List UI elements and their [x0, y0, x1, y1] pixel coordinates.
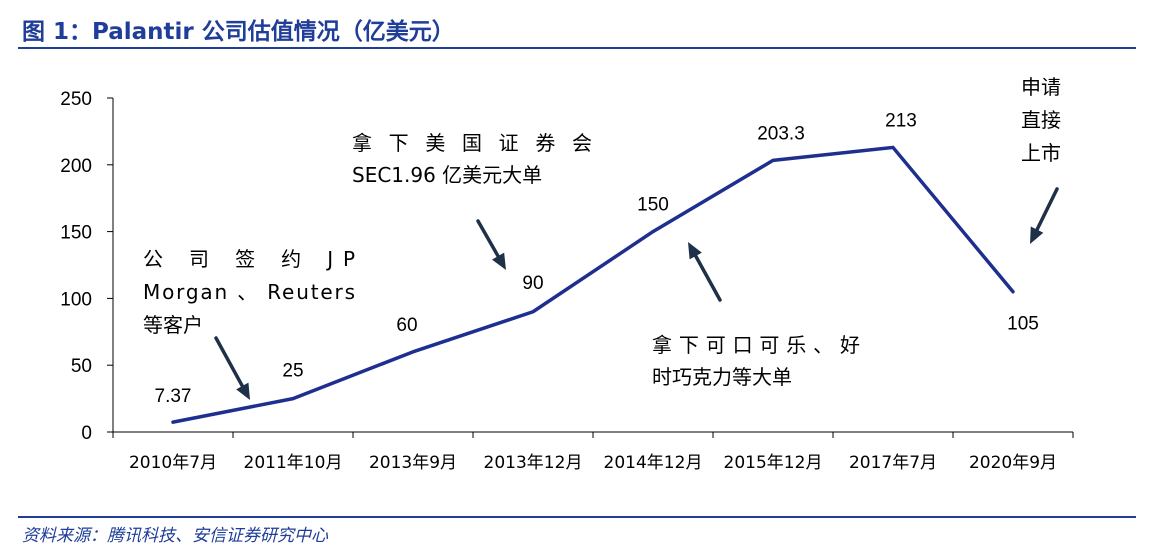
data-label: 150: [637, 195, 669, 216]
x-axis-ticks: 2010年7月 2011年10月 2013年9月 2013年12月 2014年12月 20…: [112, 432, 1074, 473]
annotation-line: 拿 下 美 国 证 券 会: [352, 131, 592, 155]
annotation-arrow: [688, 242, 722, 302]
data-label: 25: [282, 361, 303, 382]
data-label: 60: [396, 315, 417, 336]
y-tick-label: 100: [60, 289, 92, 310]
annotation-arrow: [476, 219, 506, 270]
title-divider: [18, 47, 1136, 49]
figure-source: 资料来源：腾讯科技、安信证券研究中心: [22, 526, 328, 546]
annotation-line: 拿下可口可乐、好: [652, 333, 860, 357]
annotation-note: 拿 下 美 国 证 券 会 SEC1.96 亿美元大单: [352, 131, 592, 187]
annotation-arrow: [1030, 187, 1059, 244]
y-tick-label: 200: [60, 156, 92, 177]
data-label: 90: [522, 273, 543, 294]
x-tick-label: 2020年9月: [969, 453, 1057, 473]
figure-title: 图 1：Palantir 公司估值情况（亿美元）: [22, 19, 455, 45]
data-label: 105: [1007, 314, 1039, 335]
x-tick-label: 2011年10月: [244, 453, 343, 473]
annotation-line: 申请: [1021, 75, 1061, 99]
annotation-line: 时巧克力等大单: [652, 365, 792, 389]
annotation-line: 公 司 签 约 JP: [143, 247, 355, 271]
y-tick-label: 0: [81, 423, 92, 444]
chart-axes: [112, 98, 1073, 433]
annotation-arrow: [214, 336, 250, 400]
x-tick-label: 2017年7月: [849, 453, 937, 473]
x-tick-label: 2014年12月: [604, 453, 703, 473]
annotation-line: 直接: [1021, 108, 1061, 132]
source-divider: [18, 516, 1136, 518]
x-tick-label: 2013年12月: [484, 453, 583, 473]
annotation-line: 等客户: [143, 313, 203, 337]
data-labels: 7.37 25 60 90 150 203.3 213 105: [155, 110, 1039, 407]
annotation-arrows: [214, 187, 1059, 400]
y-axis-ticks: 0 50 100 150 200 250: [60, 89, 113, 444]
x-tick-label: 2013年9月: [369, 453, 457, 473]
annotations: 公 司 签 约 JP Morgan 、 Reuters 等客户 拿 下 美 国 证 券…: [143, 75, 1061, 389]
data-label: 7.37: [155, 386, 192, 407]
series-line-group: [171, 145, 1015, 424]
series-line: [171, 145, 1015, 424]
data-label: 213: [885, 110, 917, 131]
annotation-line: Morgan 、 Reuters: [143, 280, 355, 304]
annotation-line: 上市: [1021, 141, 1061, 165]
data-label: 203.3: [757, 123, 805, 144]
x-tick-label: 2010年7月: [129, 453, 217, 473]
y-tick-label: 250: [60, 89, 92, 110]
annotation-note: 公 司 签 约 JP Morgan 、 Reuters 等客户: [143, 247, 355, 337]
x-tick-label: 2015年12月: [724, 453, 823, 473]
annotation-line: SEC1.96 亿美元大单: [352, 163, 542, 187]
y-tick-label: 150: [60, 223, 92, 244]
y-tick-label: 50: [71, 356, 92, 377]
